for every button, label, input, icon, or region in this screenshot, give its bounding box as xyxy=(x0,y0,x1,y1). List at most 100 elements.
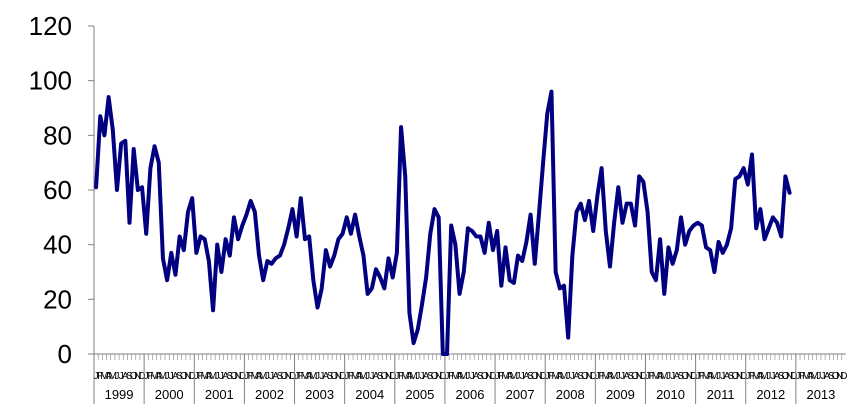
month-tick-label: O xyxy=(782,371,790,382)
data-point xyxy=(182,248,186,252)
month-tick-label: J xyxy=(445,371,450,382)
data-point xyxy=(491,248,495,252)
year-label: 2011 xyxy=(707,387,735,402)
data-point xyxy=(533,262,537,266)
data-point xyxy=(345,215,349,219)
month-tick-label: A xyxy=(774,371,781,382)
data-point xyxy=(332,254,336,258)
data-point xyxy=(779,234,783,238)
data-point xyxy=(441,352,445,356)
month-tick-label: D xyxy=(539,371,546,382)
month-tick-label: A xyxy=(573,371,580,382)
month-tick-label: M xyxy=(702,371,710,382)
data-point xyxy=(219,270,223,274)
month-tick-label: J xyxy=(670,371,675,382)
data-point xyxy=(650,270,654,274)
month-tick-label: F xyxy=(649,371,655,382)
data-point xyxy=(499,284,503,288)
data-point xyxy=(328,265,332,269)
data-point xyxy=(541,161,545,165)
month-tick-label: S xyxy=(427,371,434,382)
month-tick-label: F xyxy=(749,371,755,382)
month-tick-label: N xyxy=(335,371,342,382)
month-tick-label: M xyxy=(309,371,317,382)
data-point xyxy=(111,128,115,132)
year-label: 2006 xyxy=(456,387,485,402)
year-label: 2003 xyxy=(305,387,334,402)
year-label: 1999 xyxy=(105,387,134,402)
data-point xyxy=(529,213,533,217)
month-tick-label: M xyxy=(359,371,367,382)
data-point xyxy=(495,229,499,233)
month-tick-label: J xyxy=(795,371,800,382)
data-point xyxy=(575,210,579,214)
data-point xyxy=(115,188,119,192)
month-tick-label: O xyxy=(481,371,489,382)
data-point xyxy=(374,267,378,271)
data-point xyxy=(746,183,750,187)
data-point xyxy=(783,174,787,178)
month-tick-label: N xyxy=(636,371,643,382)
month-tick-label: J xyxy=(415,371,420,382)
data-point xyxy=(407,311,411,315)
data-point xyxy=(257,254,261,258)
month-tick-label: M xyxy=(802,371,810,382)
data-point xyxy=(349,232,353,236)
month-tick-label: S xyxy=(126,371,133,382)
data-point xyxy=(758,207,762,211)
month-tick-label: N xyxy=(235,371,242,382)
month-tick-label: J xyxy=(770,371,775,382)
y-tick-label: 80 xyxy=(43,120,72,150)
data-point xyxy=(675,248,679,252)
data-point xyxy=(545,111,549,115)
y-tick-label: 120 xyxy=(29,11,72,41)
month-tick-label: F xyxy=(97,371,103,382)
month-tick-label: M xyxy=(159,371,167,382)
month-tick-label: J xyxy=(645,371,650,382)
data-point xyxy=(767,226,771,230)
data-point xyxy=(583,218,587,222)
month-tick-label: O xyxy=(130,371,138,382)
year-label: 2004 xyxy=(355,387,384,402)
month-tick-label: D xyxy=(790,371,797,382)
month-tick-label: M xyxy=(209,371,217,382)
month-tick-label: D xyxy=(138,371,145,382)
month-tick-label: O xyxy=(330,371,338,382)
y-tick-label: 40 xyxy=(43,230,72,260)
month-tick-label: J xyxy=(219,371,224,382)
y-tick-label: 20 xyxy=(43,284,72,314)
data-point xyxy=(729,226,733,230)
data-point xyxy=(224,237,228,241)
month-tick-label: S xyxy=(477,371,484,382)
data-point xyxy=(608,265,612,269)
year-label: 2005 xyxy=(405,387,434,402)
data-point xyxy=(311,278,315,282)
month-tick-label: S xyxy=(377,371,384,382)
data-point xyxy=(424,275,428,279)
data-point xyxy=(637,174,641,178)
month-tick-label: O xyxy=(431,371,439,382)
year-label: 2009 xyxy=(606,387,635,402)
data-point xyxy=(357,234,361,238)
month-tick-label: F xyxy=(548,371,554,382)
month-tick-label: N xyxy=(836,371,843,382)
data-point xyxy=(629,202,633,206)
month-tick-label: N xyxy=(686,371,693,382)
month-tick-label: A xyxy=(356,371,363,382)
month-tick-label: J xyxy=(319,371,324,382)
month-tick-label: O xyxy=(581,371,589,382)
month-tick-label: A xyxy=(707,371,714,382)
data-point xyxy=(387,256,391,260)
data-point xyxy=(487,221,491,225)
month-tick-label: A xyxy=(556,371,563,382)
data-point xyxy=(570,254,574,258)
data-point xyxy=(646,210,650,214)
month-tick-label: J xyxy=(516,371,521,382)
data-point xyxy=(378,275,382,279)
data-point xyxy=(307,234,311,238)
month-tick-label: O xyxy=(380,371,388,382)
month-tick-label: F xyxy=(248,371,254,382)
data-point xyxy=(524,240,528,244)
month-tick-label: N xyxy=(535,371,542,382)
month-tick-label: J xyxy=(520,371,525,382)
